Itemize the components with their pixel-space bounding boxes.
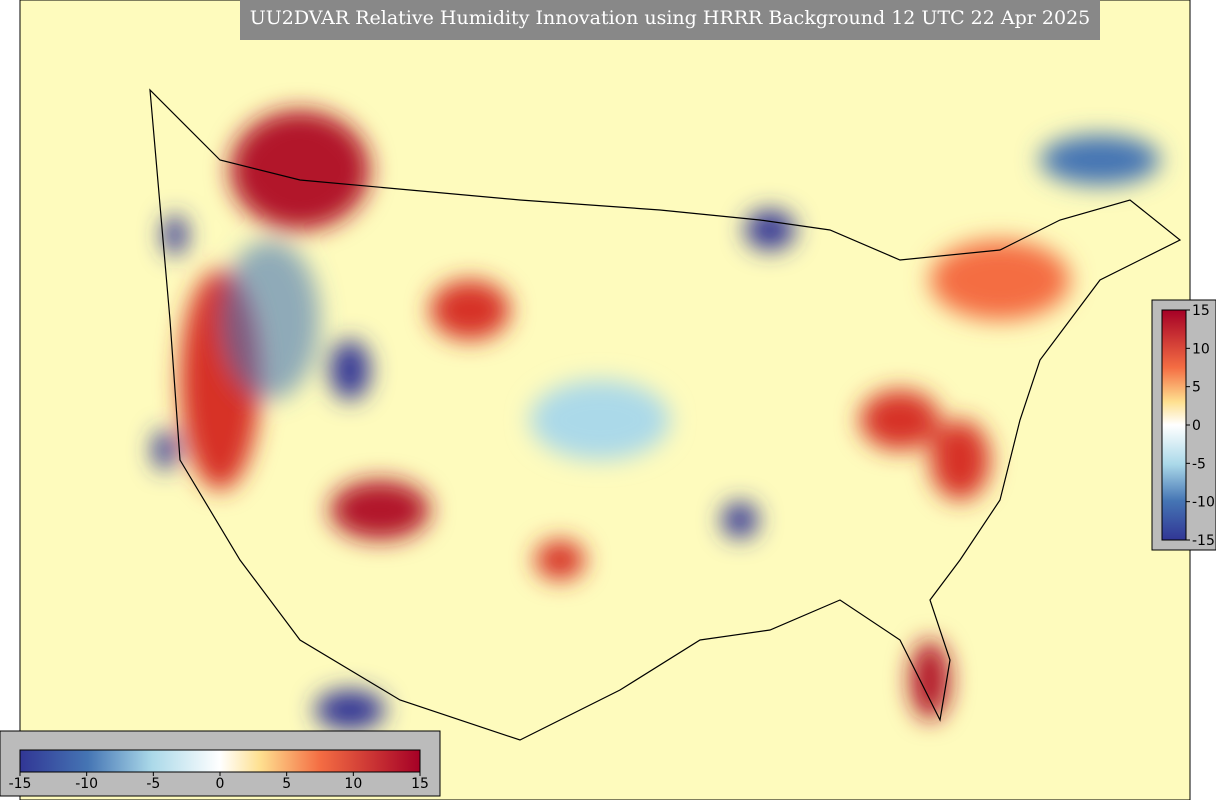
tick-label: -5 (1192, 456, 1206, 472)
tick-label: 0 (1192, 418, 1201, 434)
tick-label: 10 (344, 776, 362, 792)
coastline (149, 88, 1182, 741)
tick-label: -10 (75, 776, 98, 792)
tick-label: -15 (1192, 533, 1215, 549)
colorbar-right (1161, 309, 1187, 541)
field (153, 110, 1160, 730)
map-title: UU2DVAR Relative Humidity Innovation usi… (250, 7, 1091, 29)
tick-label: 5 (282, 776, 291, 792)
tick-label: 0 (216, 776, 225, 792)
tick-label: 15 (1192, 303, 1210, 319)
title-box (240, 0, 1100, 40)
tick-label: -15 (9, 776, 32, 792)
colorbar-bottom (19, 749, 421, 773)
tick-label: -5 (146, 776, 160, 792)
tick-label: 5 (1192, 380, 1201, 396)
map (19, 0, 1191, 800)
tick-label: 15 (411, 776, 429, 792)
tick-label: 10 (1192, 341, 1210, 357)
tick-label: -10 (1192, 495, 1215, 511)
